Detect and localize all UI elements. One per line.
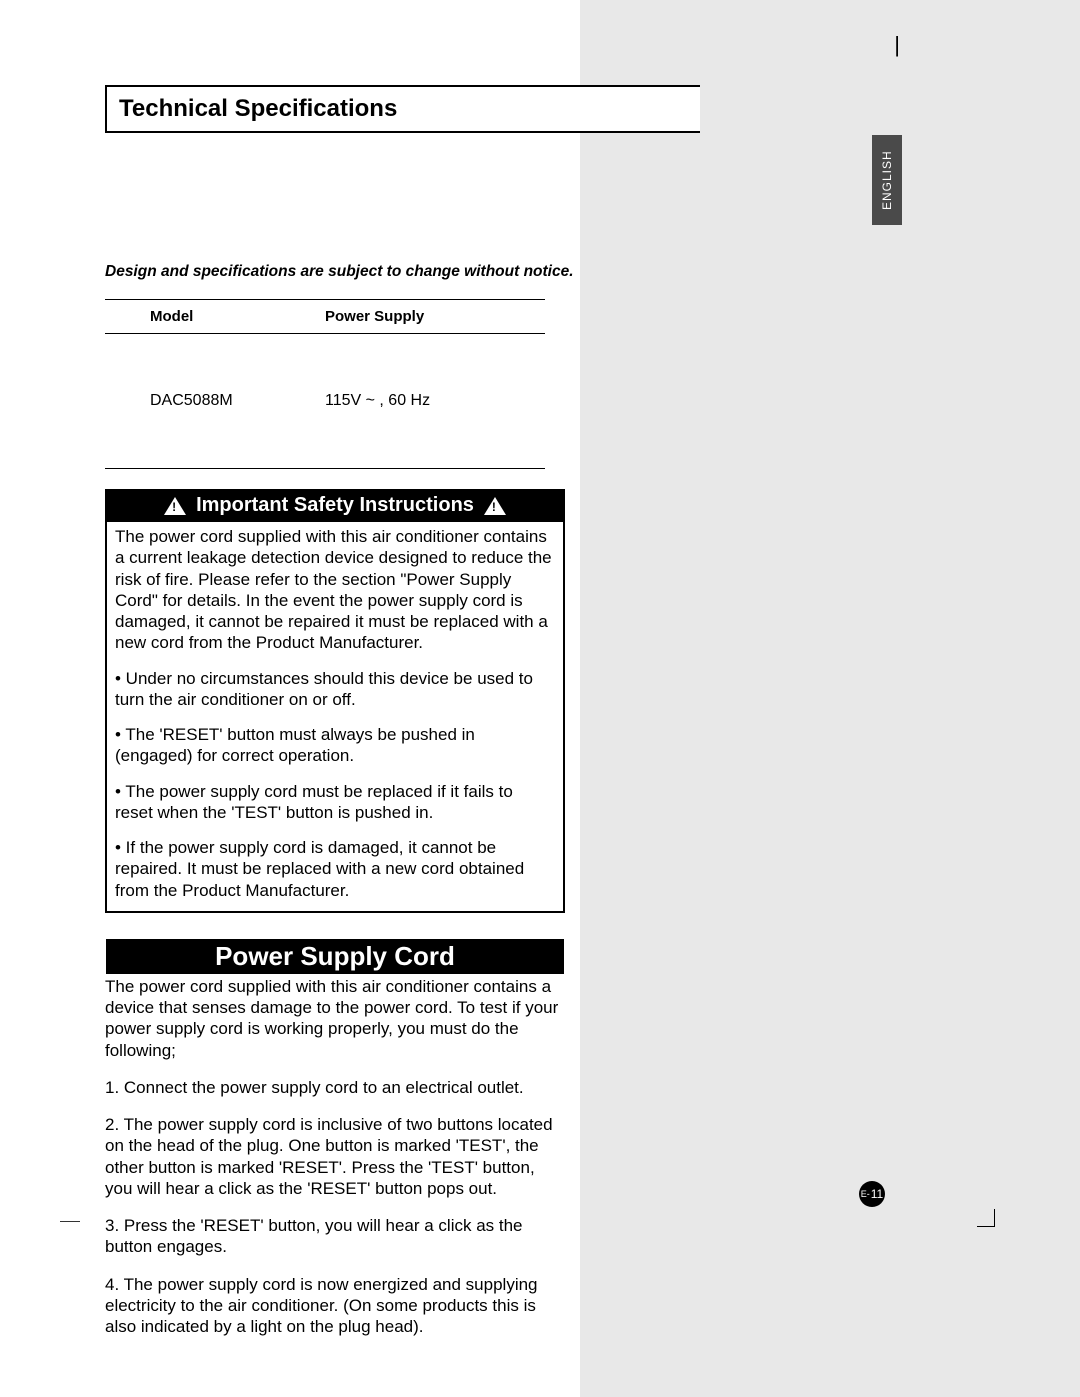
spec-table: Model Power Supply DAC5088M 115V ~ , 60 … (105, 299, 545, 469)
safety-heading-text: Important Safety Instructions (196, 494, 474, 517)
safety-heading: Important Safety Instructions (105, 489, 565, 522)
crop-mark-top: | (894, 32, 900, 58)
power-cord-heading: Power Supply Cord (106, 939, 564, 974)
warning-icon (164, 497, 186, 515)
page-prefix: E- (861, 1189, 870, 1199)
crop-mark-bottom-right (977, 1209, 995, 1227)
cell-power: 115V ~ , 60 Hz (325, 392, 545, 410)
content-area: Technical Specifications Design and spec… (105, 85, 580, 1353)
power-cord-step: 1. Connect the power supply cord to an e… (105, 1077, 565, 1098)
safety-intro: The power cord supplied with this air co… (115, 526, 555, 654)
power-cord-section: Power Supply Cord (105, 913, 565, 974)
spec-table-row: DAC5088M 115V ~ , 60 Hz (105, 334, 545, 469)
language-tab: ENGLISH (872, 135, 902, 225)
page-number-circle: E-11 (859, 1181, 885, 1207)
right-gray-panel (580, 0, 1080, 1397)
power-cord-step: 4. The power supply cord is now energize… (105, 1274, 565, 1338)
cell-model: DAC5088M (105, 392, 325, 410)
page-title: Technical Specifications (105, 85, 700, 133)
safety-bullet: • Under no circumstances should this dev… (115, 668, 555, 711)
crop-mark-bottom-left (60, 1221, 80, 1222)
safety-bullet: • If the power supply cord is damaged, i… (115, 837, 555, 901)
page-number-badge: E-11 (859, 1181, 885, 1207)
power-cord-intro: The power cord supplied with this air co… (105, 976, 565, 1061)
header-power: Power Supply (325, 308, 545, 325)
page-num: 11 (871, 1187, 883, 1201)
warning-icon (484, 497, 506, 515)
header-model: Model (105, 308, 325, 325)
spec-table-header: Model Power Supply (105, 299, 545, 334)
safety-bullet: • The 'RESET' button must always be push… (115, 724, 555, 767)
power-cord-body: The power cord supplied with this air co… (105, 976, 565, 1338)
power-cord-step: 2. The power supply cord is inclusive of… (105, 1114, 565, 1199)
change-notice: Design and specifications are subject to… (105, 263, 580, 281)
safety-bullet: • The power supply cord must be replaced… (115, 781, 555, 824)
power-cord-step: 3. Press the 'RESET' button, you will he… (105, 1215, 565, 1258)
safety-box: The power cord supplied with this air co… (105, 522, 565, 913)
